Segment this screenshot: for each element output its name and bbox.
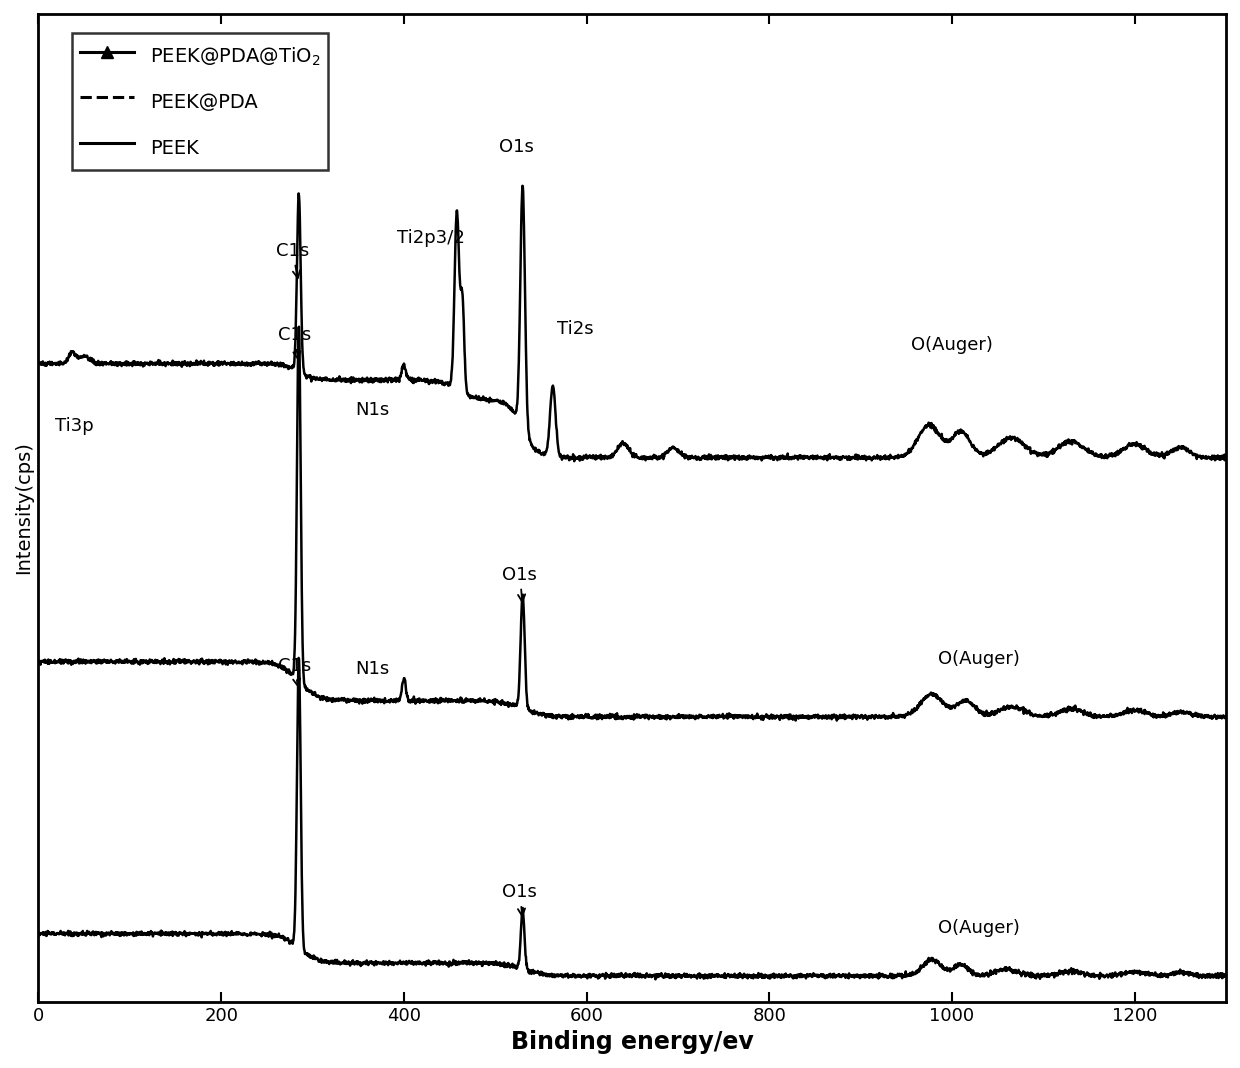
Text: C1s: C1s: [275, 242, 309, 278]
Y-axis label: Intensity(cps): Intensity(cps): [14, 441, 33, 575]
Text: N1s: N1s: [355, 400, 389, 419]
Text: O1s: O1s: [502, 883, 537, 916]
Text: O1s: O1s: [502, 566, 537, 601]
X-axis label: Binding energy/ev: Binding energy/ev: [511, 1031, 754, 1054]
Text: Ti2s: Ti2s: [557, 319, 594, 337]
Text: O(Auger): O(Auger): [911, 336, 993, 354]
Text: O1s: O1s: [498, 139, 533, 156]
Text: C1s: C1s: [278, 326, 311, 359]
Text: Ti3p: Ti3p: [55, 417, 94, 435]
Text: O(Auger): O(Auger): [939, 650, 1021, 669]
Text: N1s: N1s: [355, 660, 389, 678]
Text: Ti2p3/2: Ti2p3/2: [397, 229, 465, 247]
Legend: PEEK@PDA@TiO$_2$, PEEK@PDA, PEEK: PEEK@PDA@TiO$_2$, PEEK@PDA, PEEK: [72, 33, 327, 170]
Text: C1s: C1s: [278, 657, 311, 686]
Text: O(Auger): O(Auger): [939, 918, 1021, 937]
